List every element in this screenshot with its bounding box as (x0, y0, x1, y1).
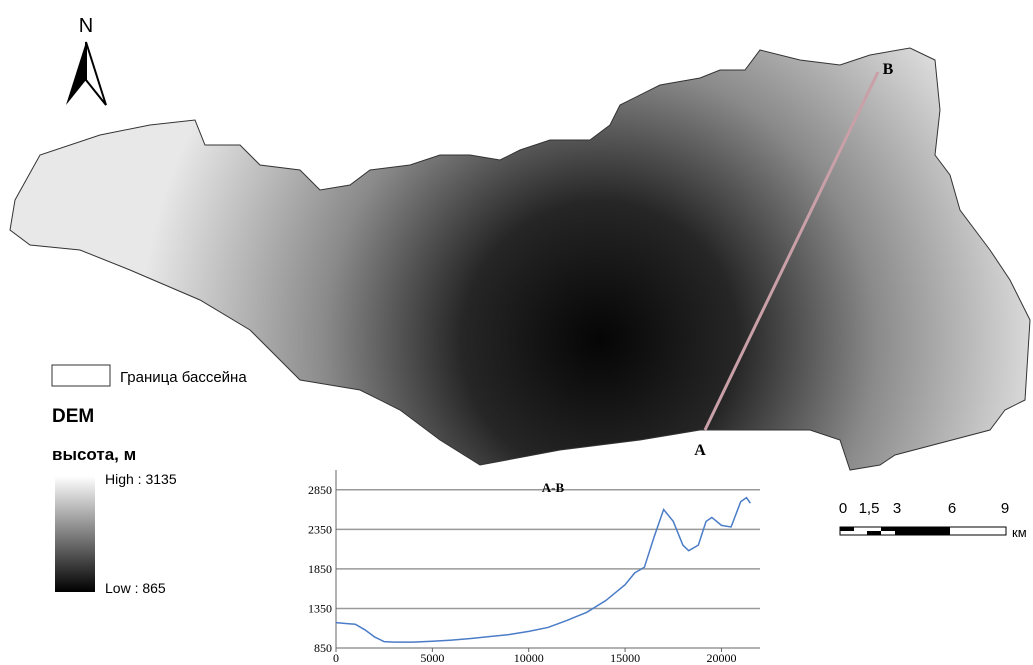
legend-field: высота, м (52, 445, 136, 464)
scale-bar (840, 527, 1006, 535)
north-arrow (66, 42, 86, 105)
basin (10, 48, 1030, 470)
y-tick-label: 1350 (308, 601, 332, 615)
scale-label: 0 (839, 500, 847, 517)
legend-low: Low : 865 (105, 580, 166, 596)
legend-label: Граница бассейна (120, 369, 247, 386)
north-label: N (79, 15, 93, 37)
x-tick-label: 5000 (420, 651, 444, 665)
page: A B N Граница бассейна DEM высота, м Hig… (0, 0, 1033, 665)
profile-chart: 850 1350 1850 2350 2850 0 5000 10000 15000 20000 A… (308, 470, 760, 665)
x-tick-label: 20000 (706, 651, 736, 665)
y-tick-label: 850 (314, 641, 332, 655)
y-tick-label: 1850 (308, 562, 332, 576)
x-tick-label: 10000 (514, 651, 544, 665)
scale-unit: км (1012, 525, 1027, 540)
x-tick-label: 15000 (610, 651, 640, 665)
y-tick-label: 2850 (308, 483, 332, 497)
plot-area (336, 470, 760, 648)
point-label: B (883, 61, 894, 78)
legend-ramp (55, 476, 95, 592)
legend-high: High : 3135 (105, 471, 177, 487)
scale-label: 9 (1001, 500, 1009, 517)
scale-label: 6 (948, 500, 956, 517)
scale-label: 3 (893, 500, 901, 517)
scale-label: 1,5 (859, 500, 880, 517)
legend-title: DEM (52, 406, 94, 427)
legend-swatch (52, 365, 110, 386)
y-tick-label: 2350 (308, 522, 332, 536)
x-tick-label: 0 (333, 651, 339, 665)
point-label: A (694, 442, 706, 459)
chart-title: A-B (542, 480, 565, 495)
north-arrow (86, 42, 106, 105)
